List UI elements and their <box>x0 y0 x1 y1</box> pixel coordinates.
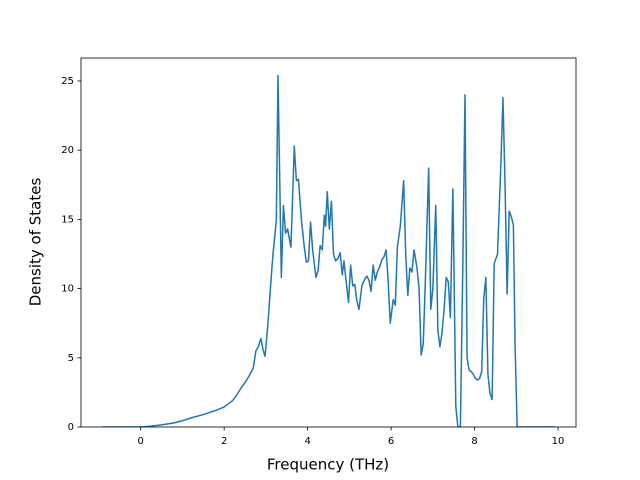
x-tick-label: 8 <box>471 436 477 447</box>
x-tick-label: 2 <box>221 436 227 447</box>
plot-frame <box>80 57 577 428</box>
y-tick-label: 0 <box>68 422 74 433</box>
y-tick-label: 5 <box>68 353 74 364</box>
x-tick-label: 6 <box>388 436 394 447</box>
y-axis-label: Density of States <box>27 178 45 307</box>
x-tick-label: 4 <box>304 436 310 447</box>
x-axis-label: Frequency (THz) <box>267 456 389 474</box>
y-tick-label: 25 <box>61 76 74 87</box>
y-tick-label: 15 <box>61 214 74 225</box>
x-tick-label: 0 <box>137 436 143 447</box>
y-tick-label: 20 <box>61 145 74 156</box>
x-tick-label: 10 <box>552 436 565 447</box>
data-line <box>101 74 556 427</box>
y-tick-label: 10 <box>61 284 74 295</box>
